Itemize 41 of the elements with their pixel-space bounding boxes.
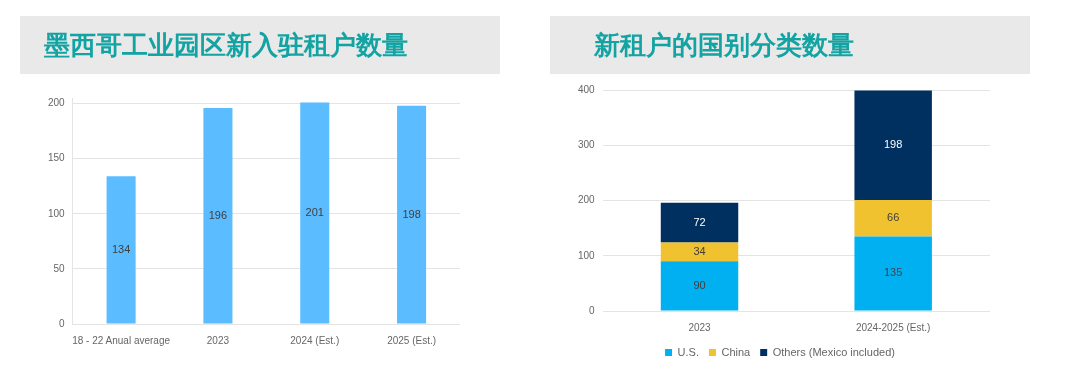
chart-title: 墨西哥工业园区新入驻租户数量 (20, 16, 500, 74)
x-tick-label: 18 - 22 Anual average (72, 334, 171, 346)
data-label: 198 (402, 207, 421, 220)
y-tick-label: 0 (589, 304, 596, 316)
y-tick-label: 100 (578, 249, 596, 261)
bar (106, 176, 136, 324)
data-label: 34 (693, 244, 706, 257)
data-label: 66 (887, 211, 900, 224)
y-tick-label: 400 (578, 83, 596, 95)
y-tick-label: 150 (48, 152, 66, 164)
y-tick-label: 300 (578, 139, 596, 150)
bar (397, 105, 427, 324)
x-tick-label: 2025 (Est.) (387, 334, 437, 346)
x-tick-label: 2024 (Est.) (290, 334, 340, 346)
bar (854, 90, 932, 200)
x-tick-label: 2024-2025 (Est.) (855, 321, 931, 333)
data-label: 90 (693, 278, 706, 291)
data-label: 134 (111, 242, 131, 255)
x-tick-label: 2023 (688, 321, 712, 333)
y-tick-label: 50 (53, 262, 66, 274)
y-tick-label: 100 (48, 207, 66, 219)
bar (300, 102, 330, 324)
data-label: 135 (883, 266, 903, 279)
legend-label: U.S. (677, 345, 699, 358)
x-tick-label: 2023 (206, 334, 230, 346)
bar (660, 202, 739, 243)
data-label: 198 (883, 138, 903, 151)
bar (660, 242, 739, 262)
data-label: 201 (305, 205, 324, 218)
data-label: 196 (208, 208, 228, 221)
y-tick-label: 0 (59, 317, 66, 329)
bar (854, 199, 932, 237)
data-label: 72 (693, 215, 706, 228)
bar (854, 236, 932, 311)
legend-label: Others (Mexico included) (772, 345, 895, 358)
legend-label: China (721, 345, 752, 358)
y-tick-label: 200 (578, 194, 596, 206)
bar (660, 261, 739, 311)
chart-title: 新租户的国别分类数量 (550, 16, 1030, 74)
bar (203, 107, 233, 324)
y-tick-label: 200 (48, 97, 66, 109)
